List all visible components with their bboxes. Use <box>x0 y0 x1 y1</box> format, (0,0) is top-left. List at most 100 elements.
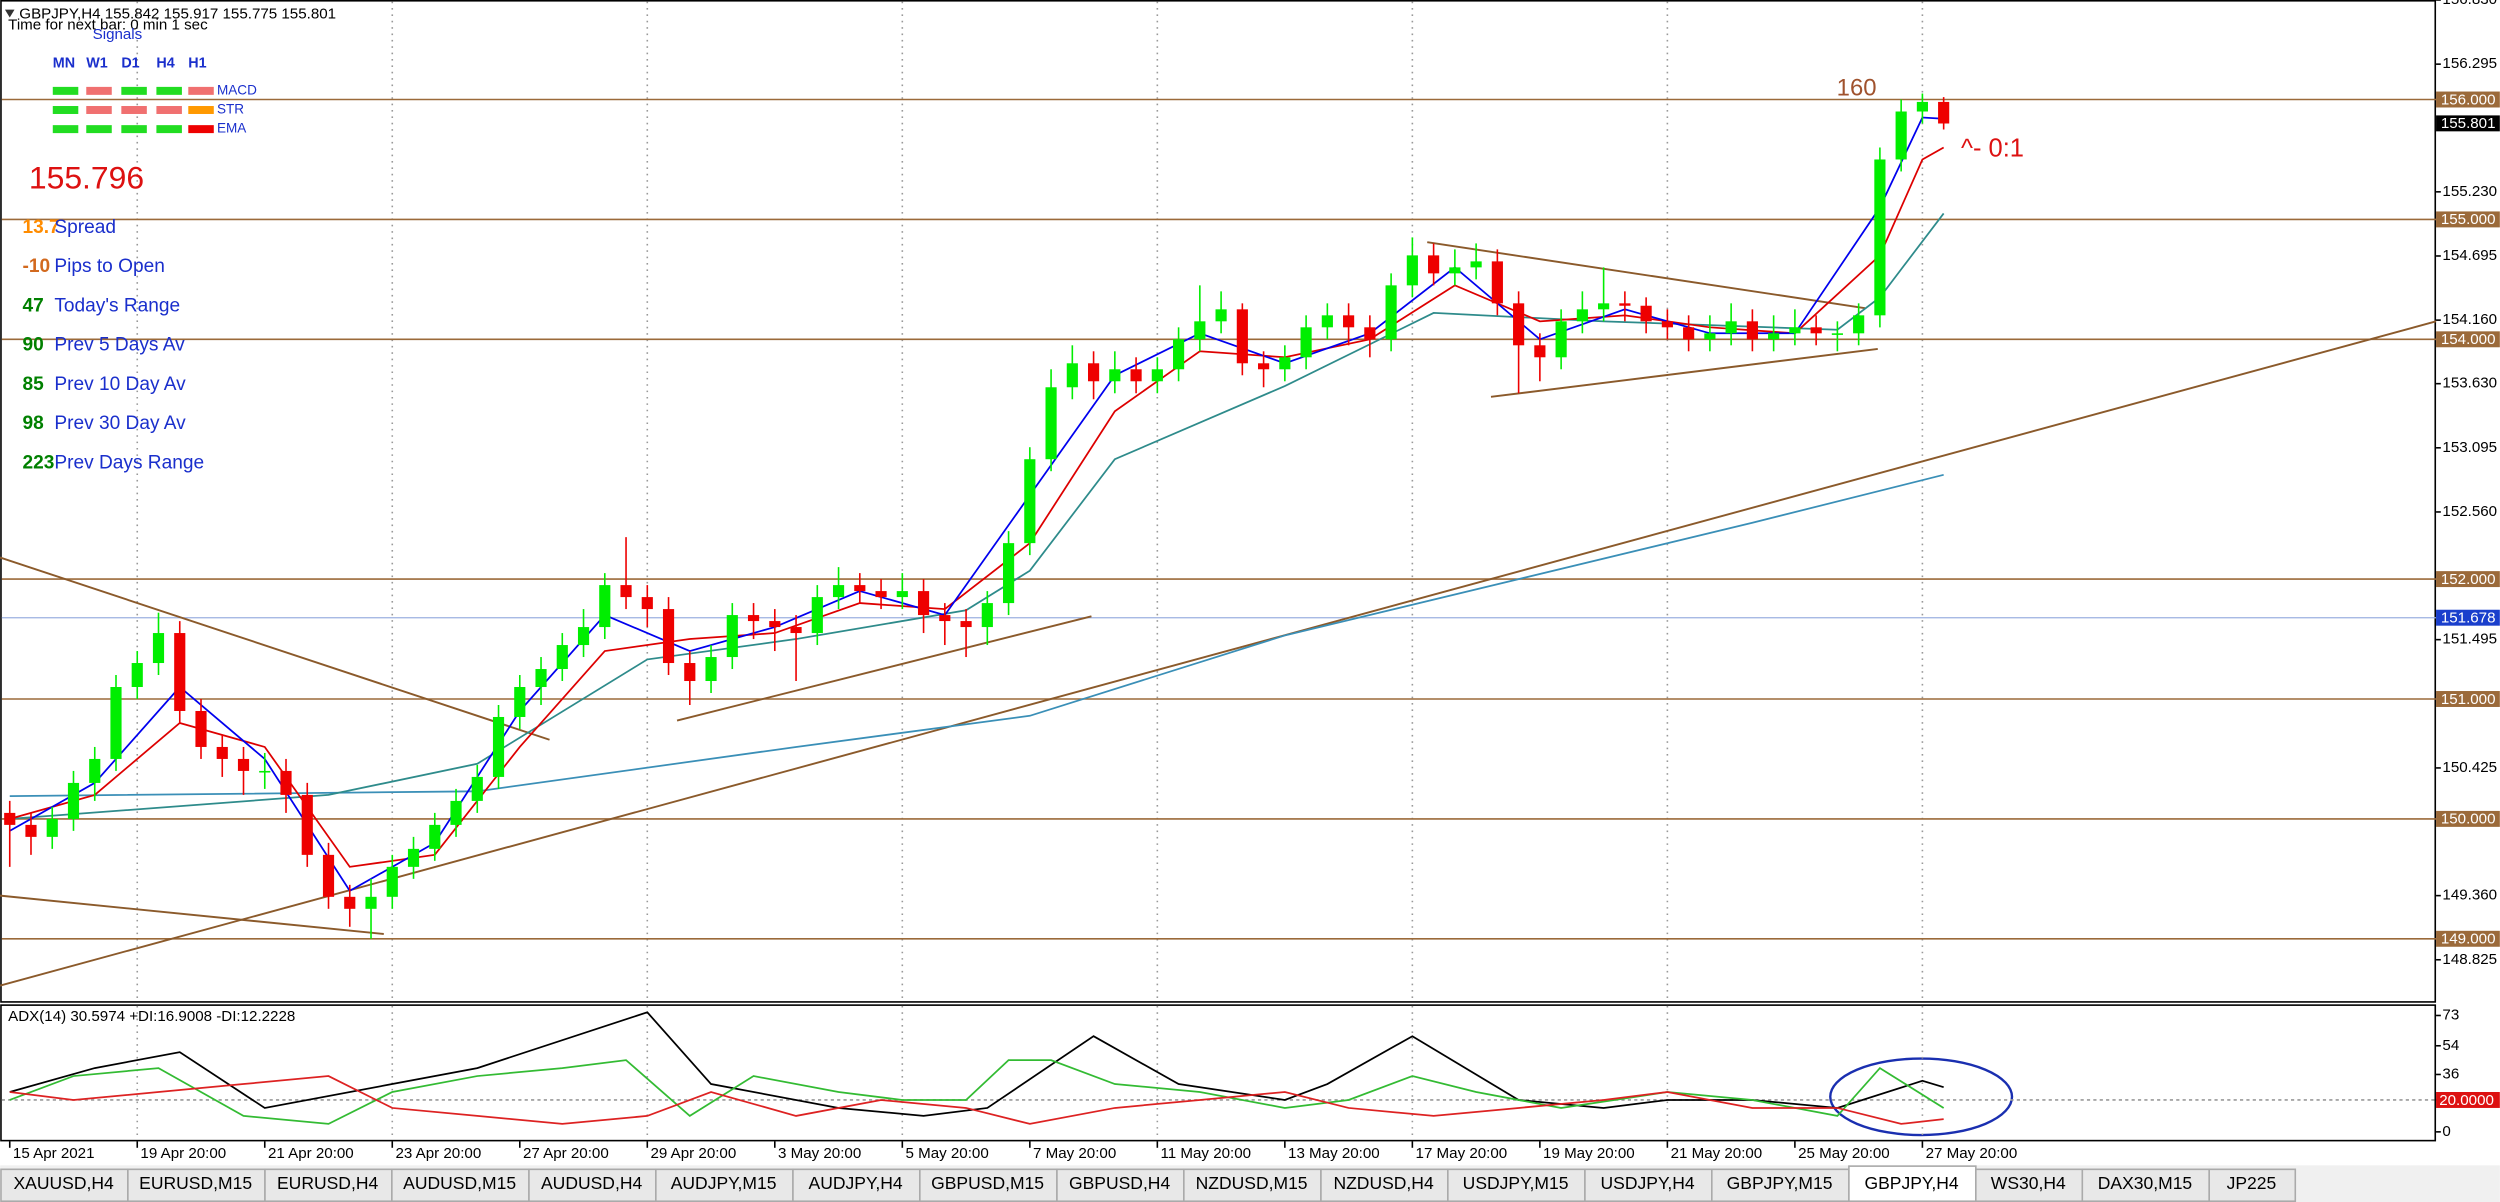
level-label: 149.000 <box>2441 931 2496 948</box>
x-tick-label: 13 May 20:00 <box>1288 1145 1380 1162</box>
level-label: 151.000 <box>2441 691 2496 708</box>
candle-body <box>1640 305 1652 322</box>
candle-body <box>1215 309 1227 322</box>
candle-body <box>1874 159 1886 316</box>
y-tick-label: 148.825 <box>2442 951 2497 968</box>
candle-body <box>514 687 526 717</box>
tab-label[interactable]: GBPUSD,H4 <box>1069 1173 1170 1193</box>
signal-name: MACD <box>217 82 257 97</box>
candle-body <box>1151 369 1163 382</box>
tab-label[interactable]: GBPJPY,H4 <box>1865 1173 1959 1193</box>
candle-body <box>280 770 292 795</box>
tab-label[interactable]: USDJPY,M15 <box>1463 1173 1569 1193</box>
main-plot-frame <box>0 0 2437 1003</box>
signal-cell <box>52 125 79 134</box>
tab-label[interactable]: AUDJPY,M15 <box>671 1173 777 1193</box>
timeframe-label: W1 <box>86 56 108 72</box>
signal-cell <box>156 125 182 134</box>
candle-body <box>1385 285 1397 340</box>
candle-body <box>875 591 887 598</box>
trendline <box>1427 241 1866 310</box>
candle-body <box>747 615 760 622</box>
tab-label[interactable]: GBPJPY,M15 <box>1727 1173 1833 1193</box>
candle-body <box>1024 459 1036 544</box>
tab[interactable] <box>1848 1165 1977 1202</box>
level-box <box>2436 810 2500 827</box>
candle-body <box>684 663 696 682</box>
candle-body <box>1343 315 1355 328</box>
tab-label[interactable]: EURUSD,H4 <box>277 1173 378 1193</box>
tab-label[interactable]: XAUUSD,H4 <box>13 1173 114 1193</box>
level-box <box>2436 91 2500 108</box>
signal-name: STR <box>217 102 244 117</box>
highlight-ellipse <box>1829 1057 2014 1137</box>
candle-body <box>301 794 313 855</box>
bar-timer: Time for next bar: 0 min 1 sec <box>8 17 208 34</box>
tab[interactable] <box>1056 1168 1185 1202</box>
tab[interactable] <box>528 1168 657 1202</box>
tab-label[interactable]: AUDUSD,M15 <box>403 1173 516 1193</box>
collapse-arrow <box>4 9 15 18</box>
tab[interactable] <box>264 1168 393 1202</box>
level-box <box>2436 930 2500 947</box>
signal-cell <box>188 125 214 134</box>
candle-body <box>1300 327 1312 358</box>
candle-body <box>1789 327 1801 334</box>
candle-body <box>89 758 101 783</box>
signal-cell <box>86 125 112 134</box>
y-tick-label: 153.630 <box>2442 375 2497 392</box>
signal-cell <box>52 106 79 114</box>
tab[interactable] <box>1183 1168 1322 1202</box>
tab[interactable] <box>919 1168 1058 1202</box>
tab-label[interactable]: DAX30,M15 <box>2098 1173 2192 1193</box>
trendline <box>0 320 2437 987</box>
tab[interactable] <box>1320 1168 1449 1202</box>
tab-label[interactable]: JP225 <box>2227 1173 2277 1193</box>
tab-label[interactable]: USDJPY,H4 <box>1601 1173 1695 1193</box>
candle-body <box>960 621 972 628</box>
annotation-160: 160 <box>1837 75 1877 102</box>
stat-label: Prev 5 Days Av <box>54 335 185 356</box>
candle-body <box>1173 339 1185 370</box>
signal-cell <box>156 86 182 95</box>
tab-label[interactable]: AUDUSD,H4 <box>541 1173 642 1193</box>
tab[interactable] <box>792 1168 921 1202</box>
tab[interactable] <box>0 1168 129 1202</box>
signal-cell <box>121 125 147 134</box>
candle-body <box>1768 333 1780 340</box>
candle-body <box>1236 309 1248 364</box>
signals-title: Signals <box>93 26 143 43</box>
candle-body <box>599 585 611 628</box>
tab[interactable] <box>2208 1168 2297 1202</box>
candle-body <box>705 657 717 682</box>
tab[interactable] <box>1584 1168 1713 1202</box>
tab[interactable] <box>127 1168 266 1202</box>
candle-body <box>152 633 165 664</box>
marker-level-box <box>2436 609 2500 626</box>
candle-body <box>556 645 568 670</box>
candle-body <box>1279 357 1291 370</box>
level-label: 152.000 <box>2441 571 2496 588</box>
tab-label[interactable]: AUDJPY,H4 <box>809 1173 903 1193</box>
level-box <box>2436 211 2500 228</box>
candle-body <box>1555 321 1567 358</box>
tab-label[interactable]: GBPUSD,M15 <box>931 1173 1044 1193</box>
level-box <box>2436 331 2500 348</box>
candle-body <box>407 848 420 867</box>
adx-tick-label: 0 <box>2442 1123 2450 1140</box>
y-tick-label: 156.295 <box>2442 55 2497 72</box>
tab[interactable] <box>1711 1168 1850 1202</box>
candle-body <box>1704 333 1716 340</box>
timeframe-label: MN <box>53 56 75 72</box>
adx-label: ADX(14) 30.5974 +DI:16.9008 -DI:12.2228 <box>8 1008 295 1025</box>
adx-level-label: 20.0000 <box>2439 1092 2494 1109</box>
tab-label[interactable]: NZDUSD,H4 <box>1333 1173 1433 1193</box>
tab-label[interactable]: NZDUSD,M15 <box>1196 1173 1308 1193</box>
candle-body <box>25 824 37 837</box>
x-tick-label: 29 Apr 20:00 <box>650 1145 736 1162</box>
tab-label[interactable]: EURUSD,M15 <box>139 1173 252 1193</box>
trendline <box>0 556 550 741</box>
candle-body <box>1683 327 1695 340</box>
tab-label[interactable]: WS30,H4 <box>1991 1173 2066 1193</box>
